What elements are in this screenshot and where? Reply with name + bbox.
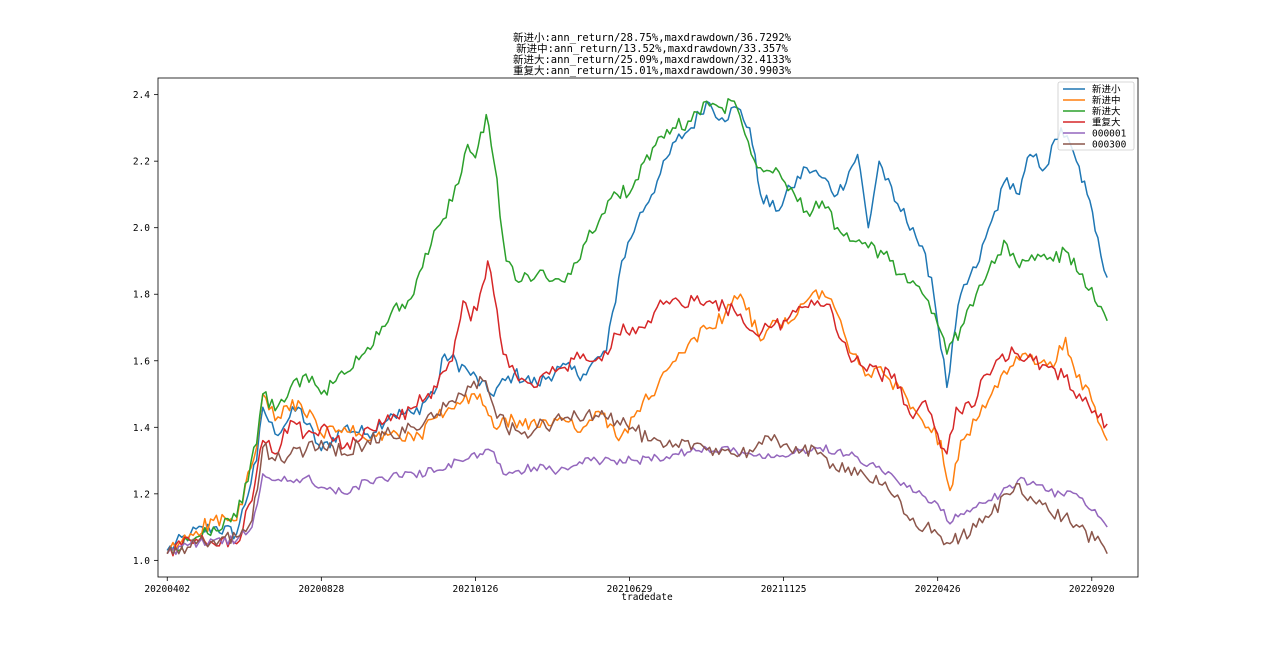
x-axis: 20200402 20200828 20210126 20210629 20211125…	[144, 577, 1115, 595]
x-tick-label: 20210126	[453, 584, 499, 595]
y-tick-label: 2.4	[133, 90, 150, 101]
legend-label: 重复大	[1092, 117, 1121, 129]
plot-area-frame	[157, 77, 1139, 578]
series-layer	[166, 98, 1108, 557]
x-axis-label: tradedate	[621, 592, 673, 603]
y-tick-label: 1.8	[133, 290, 150, 301]
title-line-2: 新进中:ann_return/13.52%,maxdrawdown/33.357…	[516, 42, 788, 55]
legend-label: 新进大	[1092, 106, 1121, 118]
x-tick-label: 20211125	[761, 584, 807, 595]
legend-label: 000300	[1092, 140, 1127, 151]
x-tick-label: 20200402	[144, 584, 190, 595]
series-line-3	[166, 98, 1108, 555]
series-line-1	[166, 100, 1108, 551]
title-line-1: 新进小:ann_return/28.75%,maxdrawdown/36.729…	[513, 31, 792, 44]
legend-label: 000001	[1092, 129, 1127, 140]
x-tick-label: 20220920	[1069, 584, 1115, 595]
series-line-2	[166, 289, 1108, 555]
y-tick-label: 1.0	[133, 556, 150, 567]
chart-title: 新进小:ann_return/28.75%,maxdrawdown/36.729…	[513, 31, 792, 77]
series-line-4	[166, 260, 1108, 557]
legend-label: 新进小	[1092, 84, 1121, 96]
y-tick-label: 1.6	[133, 356, 150, 367]
y-axis: 1.0 1.2 1.4 1.6 1.8 2.0 2.2 2.4	[133, 90, 158, 567]
y-tick-label: 2.2	[133, 157, 150, 168]
x-tick-label: 20210629	[607, 584, 653, 595]
legend-label: 新进中	[1092, 95, 1121, 107]
y-tick-label: 2.0	[133, 223, 150, 234]
x-tick-label: 20220426	[915, 584, 961, 595]
x-tick-label: 20200828	[298, 584, 344, 595]
y-tick-label: 1.4	[133, 423, 150, 434]
series-line-5	[166, 444, 1108, 556]
series-line-6	[166, 375, 1108, 555]
title-line-3: 新进大:ann_return/25.09%,maxdrawdown/32.413…	[513, 53, 792, 66]
title-line-4: 重复大:ann_return/15.01%,maxdrawdown/30.990…	[513, 64, 792, 77]
y-tick-label: 1.2	[133, 489, 150, 500]
